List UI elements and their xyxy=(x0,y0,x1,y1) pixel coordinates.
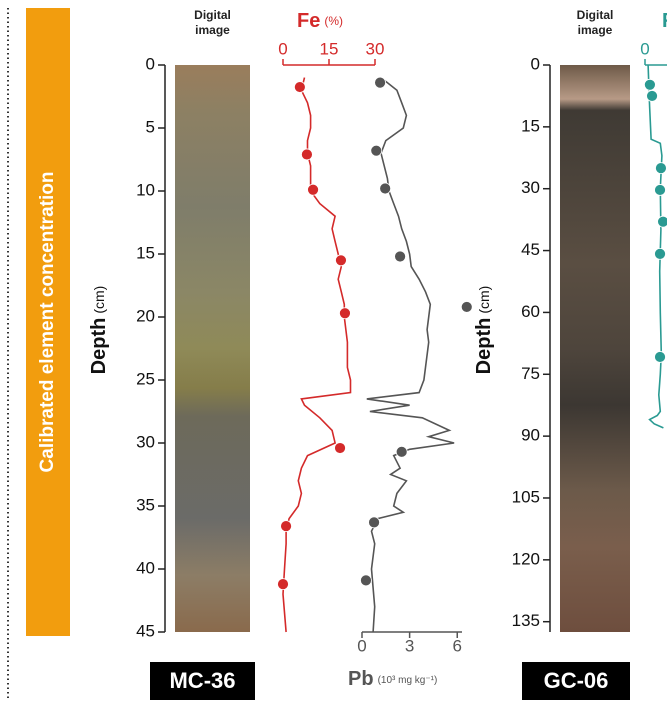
y-tick-label: 105 xyxy=(512,487,540,506)
y-tick-label: 75 xyxy=(521,364,540,383)
data-point xyxy=(380,183,391,194)
data-point xyxy=(655,163,666,174)
y-tick-label: 35 xyxy=(136,495,155,514)
data-point xyxy=(369,517,380,528)
data-line xyxy=(648,65,663,428)
data-point xyxy=(655,248,666,259)
y-tick-label: 5 xyxy=(146,117,155,136)
image-header: image xyxy=(578,23,613,37)
data-point xyxy=(375,77,386,88)
x-axis-title: Fe xyxy=(297,10,320,32)
data-point xyxy=(360,575,371,586)
data-point xyxy=(461,301,472,312)
data-point xyxy=(647,90,658,101)
y-tick-label: 120 xyxy=(512,549,540,568)
y-tick-label: 30 xyxy=(136,432,155,451)
y-tick-label: 45 xyxy=(521,240,540,259)
image-header: image xyxy=(195,23,230,37)
data-point xyxy=(301,149,312,160)
data-point xyxy=(658,216,667,227)
y-tick-label: 30 xyxy=(521,178,540,197)
x-axis-title: Fe xyxy=(662,10,667,32)
y-tick-label: 135 xyxy=(512,611,540,630)
y-axis-unit: (cm) xyxy=(91,286,107,314)
y-tick-label: 90 xyxy=(521,426,540,445)
core-image xyxy=(560,65,630,632)
y-tick-label: 40 xyxy=(136,558,155,577)
data-point xyxy=(335,255,346,266)
image-header: Digital xyxy=(194,8,231,22)
y-tick-label: 0 xyxy=(146,54,155,73)
y-tick-label: 25 xyxy=(136,369,155,388)
data-point xyxy=(335,443,346,454)
data-point xyxy=(339,308,350,319)
figure: Calibrated element concentration Digital… xyxy=(0,0,667,702)
x-tick-label: 0 xyxy=(278,39,287,58)
image-header: Digital xyxy=(577,8,614,22)
x-tick-label: 6 xyxy=(453,636,462,655)
data-line xyxy=(367,78,454,632)
x-axis-unit: (%) xyxy=(324,14,343,28)
y-tick-label: 10 xyxy=(136,180,155,199)
y-tick-label: 45 xyxy=(136,621,155,640)
y-tick-label: 15 xyxy=(136,243,155,262)
y-axis-title: Depth xyxy=(88,318,110,375)
data-point xyxy=(655,184,666,195)
x-axis-unit: (10³ mg kg⁻¹) xyxy=(378,675,438,686)
x-tick-label: 15 xyxy=(320,39,339,58)
y-axis-label: Depth (cm) xyxy=(88,286,110,375)
x-axis-title: Pb xyxy=(348,668,374,690)
x-axis-label: Pb (10³ mg kg⁻¹) xyxy=(348,668,437,690)
x-tick-label: 0 xyxy=(640,39,649,58)
core-label: MC-36 xyxy=(169,668,235,693)
y-tick-label: 20 xyxy=(136,306,155,325)
data-point xyxy=(278,579,289,590)
y-axis-title: Depth xyxy=(473,318,495,375)
x-axis-label: Fe(%) xyxy=(662,10,667,32)
data-point xyxy=(644,79,655,90)
y-axis-label: Depth (cm) xyxy=(473,286,495,375)
y-tick-label: 0 xyxy=(531,54,540,73)
data-point xyxy=(308,184,319,195)
data-point xyxy=(294,82,305,93)
data-line xyxy=(283,78,351,632)
x-axis-label: Fe (%) xyxy=(297,10,343,32)
y-tick-label: 60 xyxy=(521,302,540,321)
data-point xyxy=(396,446,407,457)
data-point xyxy=(371,145,382,156)
core-label: GC-06 xyxy=(544,668,609,693)
data-point xyxy=(395,251,406,262)
core-image xyxy=(175,65,250,632)
y-axis-unit: (cm) xyxy=(476,286,492,314)
x-tick-label: 30 xyxy=(366,39,385,58)
data-point xyxy=(655,351,666,362)
banner-text: Calibrated element concentration xyxy=(37,172,58,473)
y-tick-label: 15 xyxy=(521,116,540,135)
data-point xyxy=(281,521,292,532)
x-tick-label: 0 xyxy=(357,636,366,655)
x-tick-label: 3 xyxy=(405,636,414,655)
